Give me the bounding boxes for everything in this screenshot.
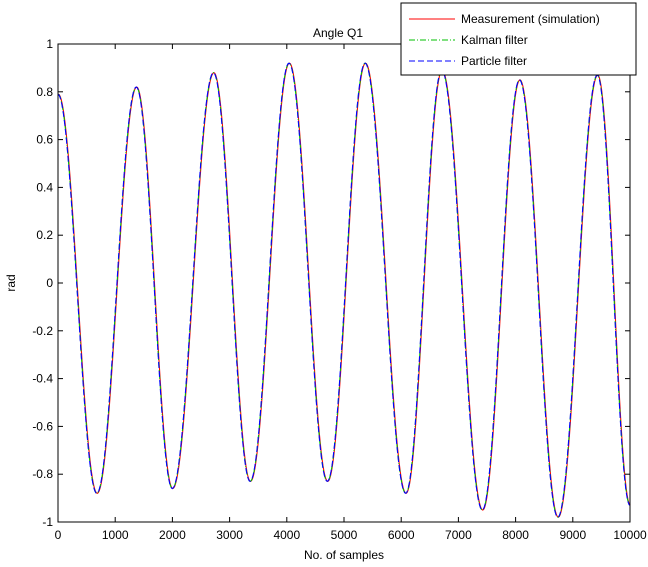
legend: Measurement (simulation) Kalman filter Par… bbox=[400, 2, 637, 76]
series-line-3 bbox=[57, 62, 631, 518]
x-tick-label: 5000 bbox=[331, 528, 358, 542]
legend-items: Measurement (simulation) Kalman filter Par… bbox=[409, 12, 600, 68]
x-tick-label: 6000 bbox=[388, 528, 415, 542]
y-tick-label: 0.6 bbox=[36, 133, 53, 147]
x-axis-label: No. of samples bbox=[304, 548, 384, 562]
x-tick-label: 9000 bbox=[559, 528, 586, 542]
x-tick-label: 3000 bbox=[216, 528, 243, 542]
x-tick-label: 4000 bbox=[273, 528, 300, 542]
chart-title: Angle Q1 bbox=[313, 26, 363, 40]
x-tick-label: 2000 bbox=[159, 528, 186, 542]
x-tick-label: 1000 bbox=[102, 528, 129, 542]
y-tick-label: -0.4 bbox=[32, 372, 53, 386]
series-layer bbox=[57, 62, 631, 518]
y-axis-label: rad bbox=[4, 274, 18, 291]
y-tick-label: -0.8 bbox=[32, 467, 53, 481]
y-tick-label: 0.8 bbox=[36, 85, 53, 99]
x-tick-label: 10000 bbox=[613, 528, 647, 542]
plot-area bbox=[58, 44, 630, 522]
ticks-layer: 0 1000 2000 3000 4000 5000 6000 7000 8000 9000 100… bbox=[32, 37, 647, 542]
x-tick-label: 7000 bbox=[445, 528, 472, 542]
y-tick-label: -1 bbox=[42, 515, 53, 529]
x-tick-label: 8000 bbox=[502, 528, 529, 542]
y-tick-label: 0.2 bbox=[36, 228, 53, 242]
legend-label-2: Kalman filter bbox=[461, 33, 528, 47]
legend-box bbox=[400, 2, 637, 76]
y-tick-label: 0.4 bbox=[36, 180, 53, 194]
y-tick-label: 1 bbox=[46, 37, 53, 51]
legend-label-1: Measurement (simulation) bbox=[461, 12, 600, 26]
legend-label-3: Particle filter bbox=[461, 54, 527, 68]
x-tick-label: 0 bbox=[55, 528, 62, 542]
y-tick-label: -0.2 bbox=[32, 324, 53, 338]
y-tick-label: 0 bbox=[46, 276, 53, 290]
y-tick-label: -0.6 bbox=[32, 419, 53, 433]
